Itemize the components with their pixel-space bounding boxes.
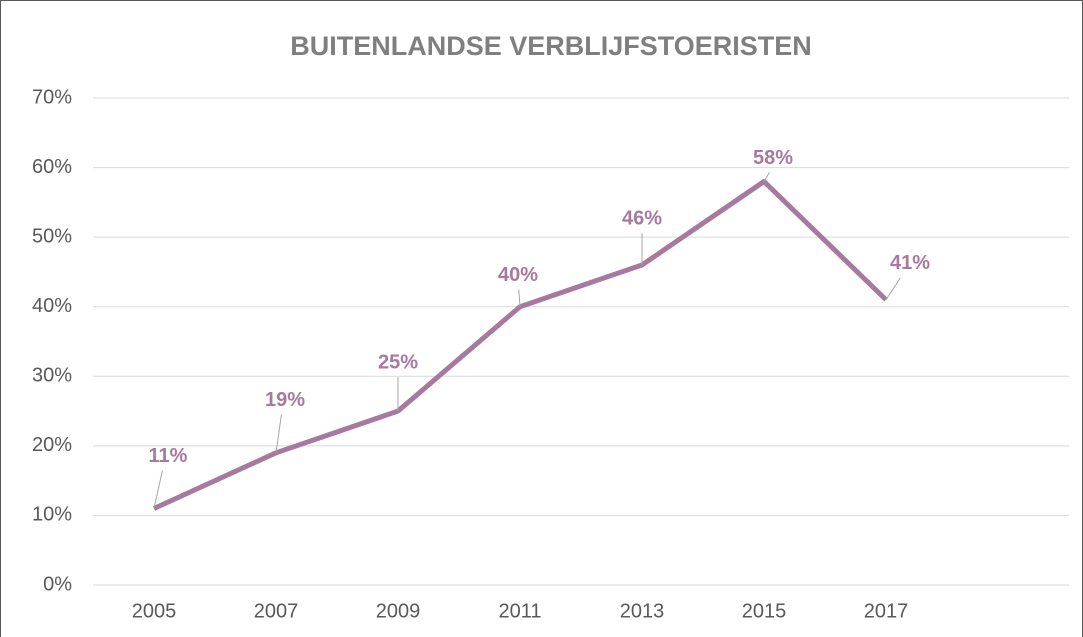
y-tick-label: 70%: [32, 86, 72, 108]
leader-line: [763, 172, 770, 182]
y-tick-label: 60%: [32, 156, 72, 178]
data-label: 40%: [498, 264, 538, 286]
data-label: 11%: [149, 445, 188, 467]
y-tick-label: 0%: [43, 573, 72, 595]
data-label: 58%: [753, 147, 793, 169]
leader-line: [153, 470, 163, 509]
y-tick-label: 10%: [32, 504, 72, 526]
data-label: 41%: [890, 252, 930, 274]
x-tick-label: 2007: [254, 600, 299, 622]
x-tick-label: 2015: [742, 600, 787, 622]
x-tick-label: 2013: [620, 600, 665, 622]
x-tick-label: 2011: [498, 600, 541, 622]
data-label: 19%: [265, 389, 305, 411]
x-tick-label: 2017: [864, 600, 909, 622]
leader-line: [885, 277, 901, 301]
leader-line: [518, 289, 521, 307]
data-label: 46%: [622, 207, 662, 229]
y-tick-label: 50%: [32, 225, 72, 247]
leader-line: [275, 414, 282, 453]
data-label: 25%: [378, 351, 418, 373]
x-tick-label: 2005: [132, 600, 177, 622]
y-tick-label: 30%: [32, 365, 72, 387]
y-tick-label: 40%: [32, 295, 72, 317]
y-tick-label: 20%: [32, 434, 72, 456]
chart-title: BUITENLANDSE VERBLIJFSTOERISTEN: [290, 31, 812, 61]
x-tick-label: 2009: [376, 600, 421, 622]
